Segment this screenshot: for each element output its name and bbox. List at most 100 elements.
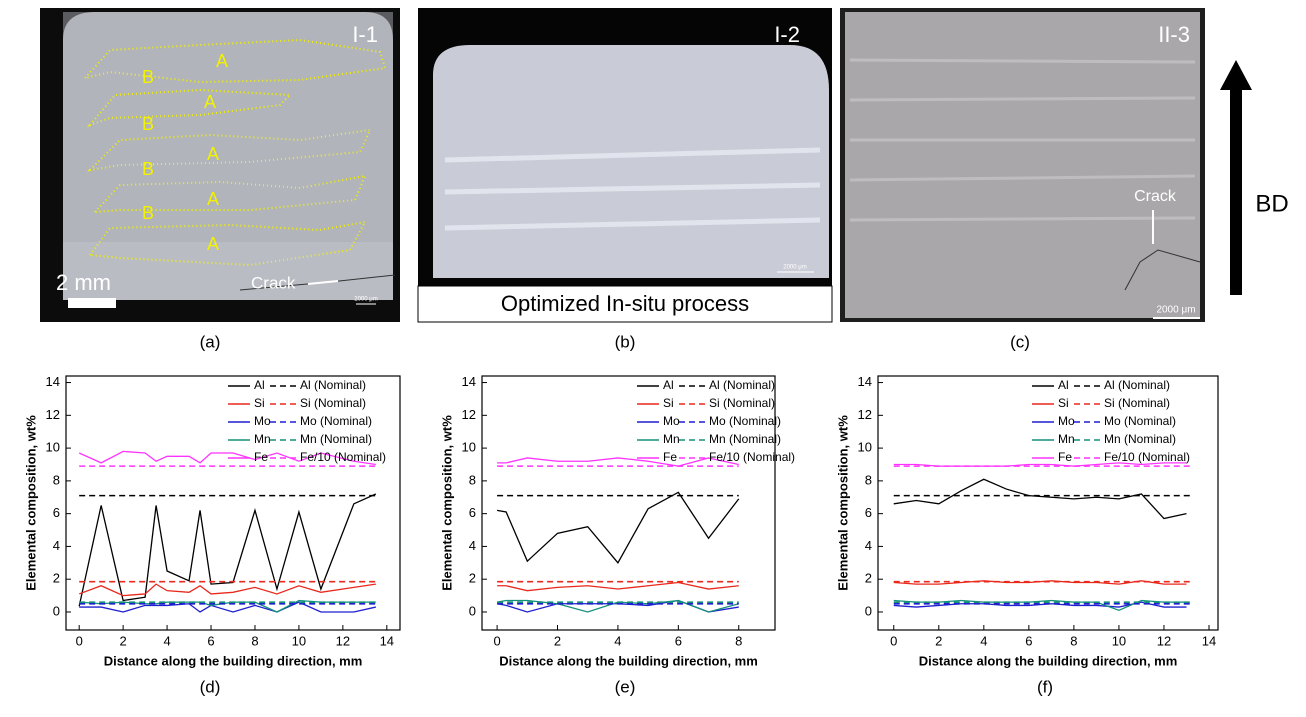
- legend-label: Mn: [663, 432, 680, 446]
- x-tick-label: 2: [120, 633, 127, 648]
- legend-label: Mn (Nominal): [1104, 432, 1176, 446]
- legend-label: Mo (Nominal): [300, 414, 372, 428]
- series-line: [497, 457, 739, 467]
- zone-label: A: [207, 144, 219, 164]
- series-line: [79, 599, 376, 613]
- scale-bar: [68, 298, 116, 308]
- zone-label: A: [216, 51, 228, 71]
- y-tick-label: 2: [469, 571, 476, 586]
- legend-label: Mo: [254, 414, 271, 428]
- x-axis-label: Distance along the building direction, m…: [104, 653, 363, 668]
- y-tick-label: 8: [53, 472, 60, 487]
- y-tick-label: 4: [865, 538, 872, 553]
- sample: [433, 45, 829, 278]
- y-tick-label: 4: [53, 538, 60, 553]
- y-tick-label: 14: [462, 374, 476, 389]
- y-axis-label: Elemental composition, wt%: [835, 415, 850, 591]
- y-axis-label: Elemental composition, wt%: [439, 415, 454, 591]
- x-tick-label: 14: [380, 633, 394, 648]
- plot-frame: [877, 375, 1219, 631]
- x-tick-label: 6: [675, 633, 682, 648]
- x-tick-label: 4: [163, 633, 170, 648]
- zone-outlines: [82, 38, 387, 267]
- legend-label: Al: [663, 378, 674, 392]
- y-tick-label: 6: [469, 505, 476, 520]
- panel-caption: (a): [200, 332, 221, 351]
- sample: [845, 12, 1200, 318]
- y-tick-label: 2: [53, 571, 60, 586]
- x-tick-label: 0: [76, 633, 83, 648]
- y-tick-label: 12: [462, 407, 476, 422]
- panel-caption: (e): [615, 677, 636, 696]
- y-tick-label: 0: [865, 603, 872, 618]
- legend-label: Si (Nominal): [300, 396, 366, 410]
- crack-label: Crack: [1134, 188, 1177, 205]
- y-tick-label: 4: [469, 538, 476, 553]
- series-line: [497, 581, 739, 592]
- scale-bar-label: 2000 μm: [1156, 305, 1195, 316]
- legend-label: Mn (Nominal): [709, 432, 781, 446]
- legend-label: Fe/10 (Nominal): [300, 450, 386, 464]
- scale-bar-label: 2000 μm: [783, 265, 806, 271]
- x-tick-label: 0: [493, 633, 500, 648]
- legend-label: Mo (Nominal): [1104, 414, 1176, 428]
- legend-label: Al (Nominal): [300, 378, 366, 392]
- legend-label: Al: [254, 378, 265, 392]
- x-tick-label: 8: [1070, 633, 1077, 648]
- y-tick-label: 8: [865, 472, 872, 487]
- panel-caption: (d): [200, 677, 221, 696]
- series-line: [893, 601, 1187, 608]
- series-line: [496, 599, 739, 613]
- crack-arrow: [307, 280, 339, 285]
- series-line: [496, 491, 740, 564]
- y-tick-label: 0: [469, 603, 476, 618]
- legend-label: Fe: [663, 450, 677, 464]
- specimen-label: II-3: [1158, 22, 1190, 47]
- sample-layers: [63, 12, 393, 242]
- y-tick-label: 12: [858, 407, 872, 422]
- legend-label: Fe: [254, 450, 268, 464]
- x-tick-label: 2: [554, 633, 561, 648]
- y-tick-label: 14: [858, 374, 872, 389]
- process-label: Optimized In-situ process: [501, 291, 749, 316]
- zone-label: B: [142, 203, 154, 223]
- legend-label: Mn: [1058, 432, 1075, 446]
- plot-frame: [65, 375, 401, 631]
- y-tick-label: 8: [469, 472, 476, 487]
- legend-label: Al (Nominal): [709, 378, 775, 392]
- y-tick-label: 2: [865, 571, 872, 586]
- zone-label: A: [204, 92, 216, 112]
- zone-label: B: [142, 159, 154, 179]
- legend-label: Fe/10 (Nominal): [1104, 450, 1190, 464]
- panel-caption: (f): [1037, 677, 1053, 696]
- legend-label: Al (Nominal): [1104, 378, 1170, 392]
- arrow-shaft: [1230, 88, 1242, 295]
- y-tick-label: 10: [858, 440, 872, 455]
- x-tick-label: 4: [614, 633, 621, 648]
- x-tick-label: 0: [890, 633, 897, 648]
- sample-layers: [444, 147, 821, 231]
- legend-label: Mo: [1058, 414, 1075, 428]
- crack-label: Crack: [251, 273, 296, 292]
- x-tick-label: 6: [207, 633, 214, 648]
- arrow-head: [1220, 60, 1252, 90]
- scale-label: 2 mm: [56, 270, 111, 295]
- panel-caption: (b): [615, 332, 636, 351]
- specimen-label: I-1: [352, 22, 378, 47]
- x-tick-label: 10: [1112, 633, 1126, 648]
- x-axis-label: Distance along the building direction, m…: [499, 653, 758, 668]
- y-axis-label: Elemental composition, wt%: [23, 415, 38, 591]
- y-tick-label: 10: [462, 440, 476, 455]
- legend-label: Si: [254, 396, 265, 410]
- x-tick-label: 14: [1202, 633, 1216, 648]
- x-tick-label: 12: [1157, 633, 1171, 648]
- zone-label: B: [142, 114, 154, 134]
- legend-label: Mn (Nominal): [300, 432, 372, 446]
- x-tick-label: 10: [292, 633, 306, 648]
- series-line: [893, 478, 1187, 520]
- x-tick-label: 6: [1025, 633, 1032, 648]
- series-line: [893, 462, 1187, 467]
- plot-frame: [481, 375, 776, 631]
- y-tick-label: 14: [46, 374, 60, 389]
